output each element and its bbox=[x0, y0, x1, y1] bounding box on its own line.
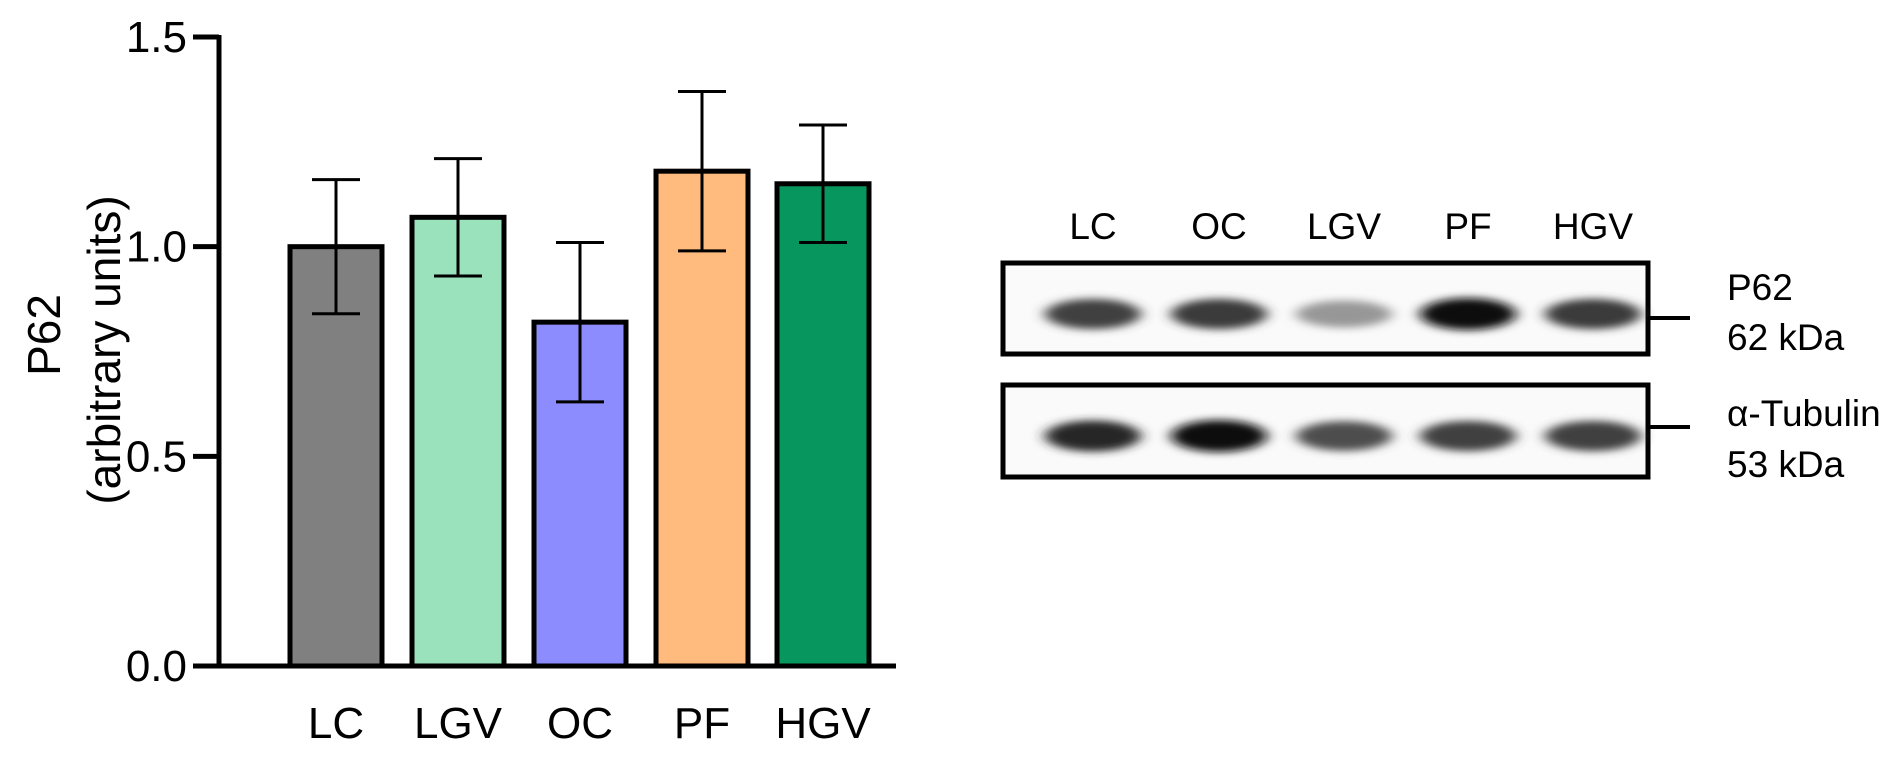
blot-lane-labels: LC OC LGV PF HGV bbox=[1069, 206, 1633, 247]
y-tick-label: 1.0 bbox=[126, 223, 187, 272]
x-tick-label: OC bbox=[547, 699, 613, 748]
blot-bands-tubulin bbox=[1045, 420, 1641, 452]
y-axis-label-line2: (arbitrary units) bbox=[78, 195, 130, 504]
blot-row-p62: P62 62 kDa bbox=[1000, 260, 1845, 358]
blot-size-label: 53 kDa bbox=[1727, 444, 1845, 485]
blot-band bbox=[1420, 298, 1516, 330]
bar-chart: P62 (arbitrary units) 0.0 0.5 1.0 1.5 LC LGV… bbox=[18, 13, 896, 748]
x-tick-label: HGV bbox=[775, 699, 871, 748]
blot-band bbox=[1296, 421, 1392, 451]
blot-band bbox=[1420, 420, 1516, 452]
bar bbox=[287, 244, 385, 669]
y-tick-label: 0.0 bbox=[126, 642, 187, 691]
x-tick-labels: LC LGV OC PF HGV bbox=[308, 699, 871, 748]
blot-size-label: 62 kDa bbox=[1727, 317, 1845, 358]
blot-lane-label: PF bbox=[1444, 206, 1491, 247]
bar bbox=[409, 214, 507, 669]
blot-band bbox=[1296, 300, 1392, 328]
bars bbox=[287, 90, 872, 669]
blot-band bbox=[1171, 298, 1267, 330]
blot-band bbox=[1045, 420, 1141, 452]
blot-band bbox=[1171, 420, 1267, 452]
blot-band bbox=[1545, 298, 1641, 330]
blot-lane-label: OC bbox=[1191, 206, 1247, 247]
blot-band bbox=[1545, 420, 1641, 452]
y-axis-label: P62 (arbitrary units) bbox=[18, 195, 130, 504]
y-ticks: 0.0 0.5 1.0 1.5 bbox=[126, 13, 219, 691]
blot-lane-label: LGV bbox=[1307, 206, 1381, 247]
y-tick-label: 0.5 bbox=[126, 432, 187, 481]
blot-bands-p62 bbox=[1045, 298, 1641, 330]
blot-row-tubulin: α-Tubulin 53 kDa bbox=[1000, 382, 1881, 485]
blot-protein-label: α-Tubulin bbox=[1727, 393, 1881, 434]
bar bbox=[653, 168, 751, 669]
x-tick-label: PF bbox=[674, 699, 730, 748]
blot-lane-label: LC bbox=[1069, 206, 1116, 247]
blot-band bbox=[1045, 298, 1141, 330]
y-axis-label-line1: P62 bbox=[18, 294, 70, 376]
blot-lane-label: HGV bbox=[1553, 206, 1634, 247]
x-tick-label: LC bbox=[308, 699, 364, 748]
bar bbox=[774, 181, 872, 669]
blot-protein-label: P62 bbox=[1727, 267, 1793, 308]
western-blot: LC OC LGV PF HGV P62 62 kDa α-Tubulin 53 kDa bbox=[1000, 206, 1881, 485]
y-tick-label: 1.5 bbox=[126, 13, 187, 62]
x-tick-label: LGV bbox=[414, 699, 503, 748]
